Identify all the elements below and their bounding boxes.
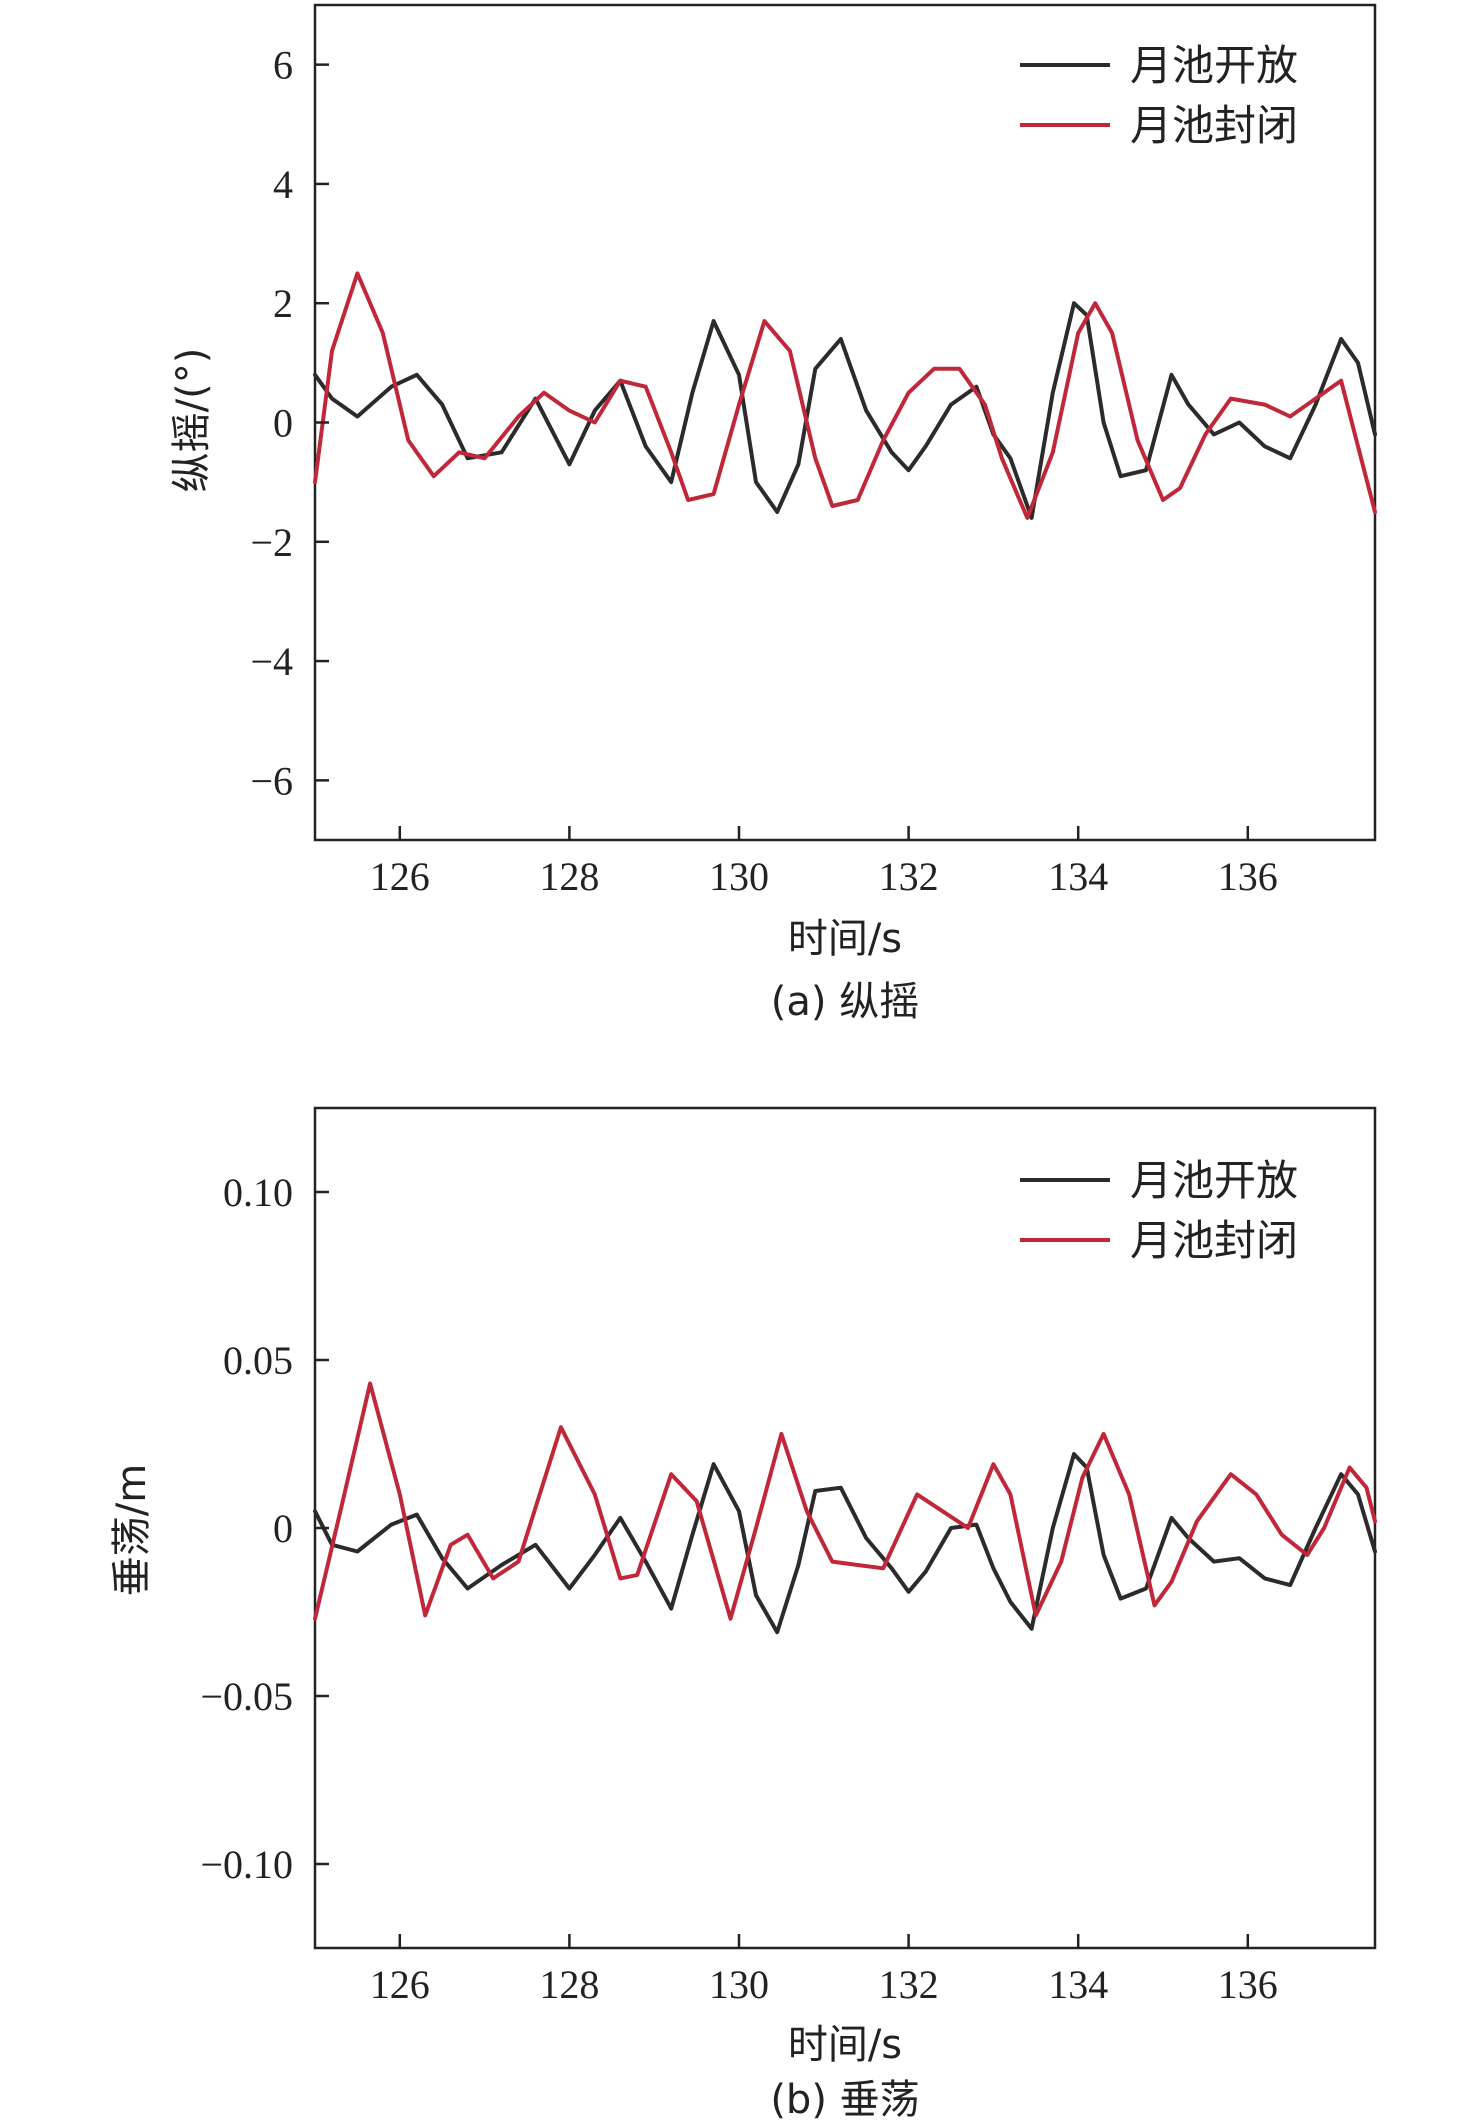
x-tick-label: 130 <box>709 1962 769 2007</box>
y-tick-label: 0 <box>273 401 293 446</box>
y-tick-label: −2 <box>250 520 293 565</box>
legend: 月池开放 月池封闭 <box>1020 1156 1298 1265</box>
x-tick-label: 128 <box>539 1962 599 2007</box>
y-tick-label: −0.10 <box>200 1842 293 1887</box>
legend-label-open: 月池开放 <box>1130 41 1298 90</box>
y-axis-label: 纵摇/(°) <box>169 348 215 493</box>
x-tick-label: 134 <box>1048 1962 1108 2007</box>
y-tick-label: 0.10 <box>223 1170 293 1215</box>
legend: 月池开放 月池封闭 <box>1020 41 1298 150</box>
y-axis-label: 垂荡/m <box>109 1464 155 1596</box>
y-tick-label: 6 <box>273 43 293 88</box>
x-axis-label: 时间/s <box>788 2022 902 2068</box>
x-tick-label: 126 <box>370 854 430 899</box>
legend-label-closed: 月池封闭 <box>1130 101 1298 150</box>
legend-label-open: 月池开放 <box>1130 1156 1298 1205</box>
pitch-chart: 6 4 2 0 −2 −4 −6 126 128 130 132 134 136 时间/s 纵摇/(°… <box>169 3 1377 1025</box>
x-tick-label: 136 <box>1218 1962 1278 2007</box>
y-tick-label: 0 <box>273 1506 293 1551</box>
x-tick-label: 128 <box>539 854 599 899</box>
x-axis-ticks: 126 128 130 132 134 136 <box>370 826 1278 899</box>
x-tick-label: 136 <box>1218 854 1278 899</box>
x-tick-label: 134 <box>1048 854 1108 899</box>
series-line-1 <box>313 271 1377 520</box>
x-axis-label: 时间/s <box>788 916 902 962</box>
y-tick-label: 0.05 <box>223 1338 293 1383</box>
x-tick-label: 132 <box>879 1962 939 2007</box>
chart-caption: (b) 垂荡 <box>770 2077 919 2120</box>
x-tick-label: 132 <box>879 854 939 899</box>
series-line-0 <box>313 301 1377 520</box>
y-axis-ticks: 0.10 0.05 0 −0.05 −0.10 <box>200 1170 329 1887</box>
legend-label-closed: 月池封闭 <box>1130 1216 1298 1265</box>
x-axis-ticks: 126 128 130 132 134 136 <box>370 1934 1278 2007</box>
series-layer <box>313 271 1377 520</box>
y-tick-label: −4 <box>250 639 293 684</box>
y-tick-label: 4 <box>273 162 293 207</box>
series-line-1 <box>313 1381 1377 1621</box>
y-tick-label: 2 <box>273 281 293 326</box>
y-tick-label: −0.05 <box>200 1674 293 1719</box>
series-layer <box>313 1381 1377 1635</box>
x-tick-label: 126 <box>370 1962 430 2007</box>
y-axis-ticks: 6 4 2 0 −2 −4 −6 <box>250 43 329 803</box>
y-tick-label: −6 <box>250 758 293 803</box>
x-tick-label: 130 <box>709 854 769 899</box>
chart-caption: (a) 纵摇 <box>771 979 919 1025</box>
series-line-0 <box>313 1452 1377 1635</box>
heave-chart: 0.10 0.05 0 −0.05 −0.10 126 128 130 132 134 136 时… <box>109 1106 1377 2120</box>
